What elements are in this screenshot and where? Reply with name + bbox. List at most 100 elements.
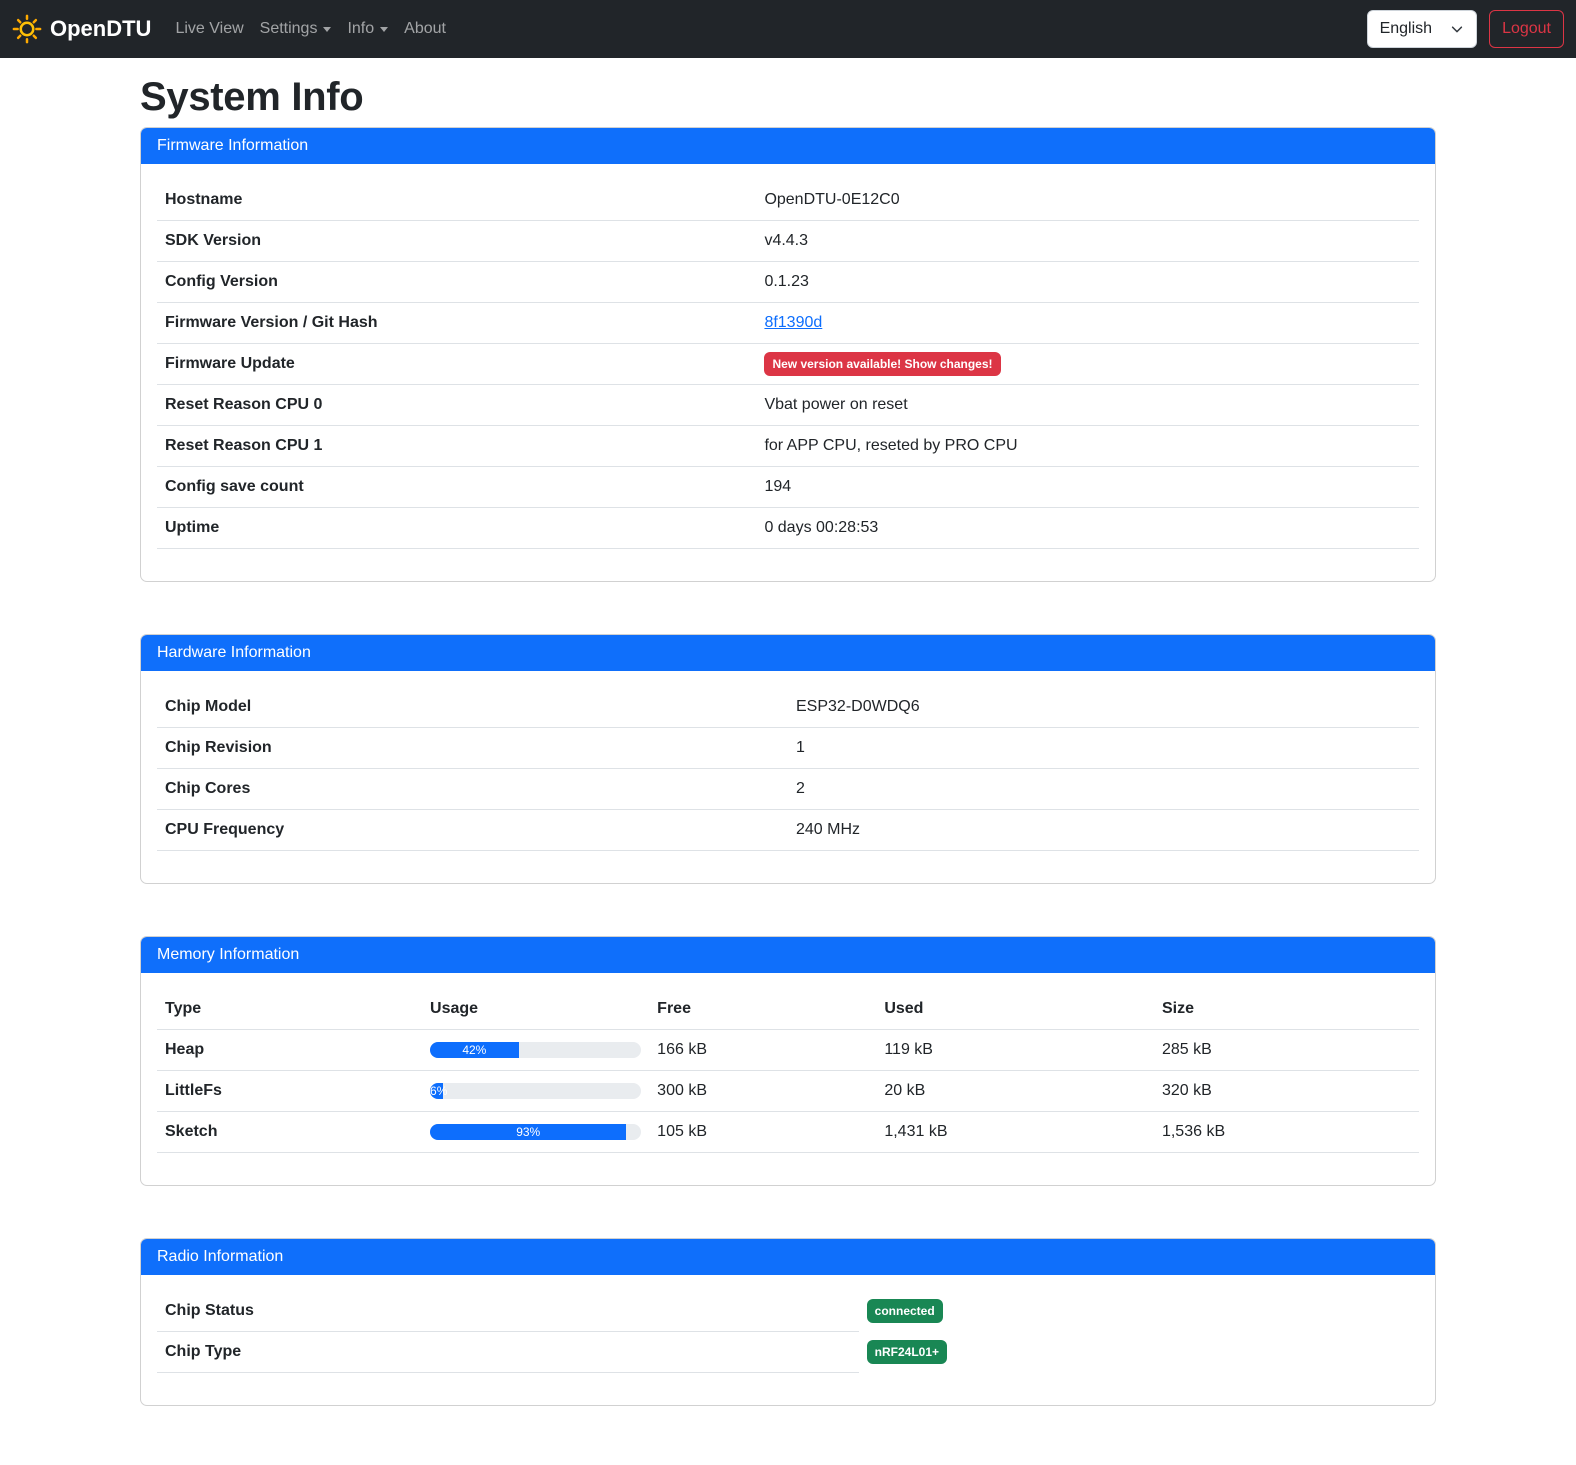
firmware-information-card: Firmware Information Hostname OpenDTU-0E… — [140, 127, 1436, 582]
row-label: Heap — [157, 1029, 423, 1071]
firmware-table: Hostname OpenDTU-0E12C0 SDK Version v4.4… — [157, 180, 1419, 549]
radio-card-header: Radio Information — [141, 1239, 1435, 1275]
nav-item-info[interactable]: Info — [339, 12, 396, 46]
brand-link[interactable]: OpenDTU — [12, 14, 151, 44]
memory-information-card: Memory Information Type Usage Free Used … — [140, 936, 1436, 1186]
row-value: 2 — [788, 768, 1419, 810]
row-value: 8f1390d — [756, 302, 1419, 344]
usage-cell: 42% — [422, 1029, 650, 1071]
row-value: New version available! Show changes! — [756, 343, 1419, 385]
hardware-card-header: Hardware Information — [141, 635, 1435, 671]
row-label: Reset Reason CPU 1 — [157, 425, 757, 467]
row-value: 0.1.23 — [756, 261, 1419, 303]
table-row: Chip Status connected — [157, 1291, 1419, 1332]
firmware-update-badge[interactable]: New version available! Show changes! — [764, 352, 1001, 376]
git-hash-link[interactable]: 8f1390d — [764, 314, 823, 331]
page-title: System Info — [140, 75, 364, 119]
row-value: 1 — [788, 727, 1419, 769]
table-row: Firmware Version / Git Hash 8f1390d — [157, 302, 1419, 344]
table-row: Chip Cores 2 — [157, 768, 1419, 810]
row-value: connected — [859, 1291, 1419, 1332]
heap-usage-progress: 42% — [430, 1042, 642, 1058]
nav-item-live-view[interactable]: Live View — [175, 20, 244, 37]
column-header: Free — [649, 989, 877, 1030]
table-row: Uptime 0 days 00:28:53 — [157, 507, 1419, 549]
row-value: OpenDTU-0E12C0 — [756, 180, 1419, 221]
row-label: Config Version — [157, 261, 757, 303]
column-header: Type — [157, 989, 423, 1030]
table-row: Firmware Update New version available! S… — [157, 343, 1419, 385]
table-row: LittleFs 6% 300 kB 20 kB 320 kB — [157, 1070, 1419, 1112]
row-value: ESP32-D0WDQ6 — [788, 687, 1419, 728]
used-cell: 119 kB — [876, 1029, 1154, 1071]
hardware-information-card: Hardware Information Chip Model ESP32-D0… — [140, 634, 1436, 884]
free-cell: 166 kB — [649, 1029, 877, 1071]
table-row: Chip Model ESP32-D0WDQ6 — [157, 687, 1419, 728]
firmware-card-header: Firmware Information — [141, 128, 1435, 164]
littlefs-usage-progress: 6% — [430, 1083, 642, 1099]
free-cell: 105 kB — [649, 1111, 877, 1153]
main-content: System Info Firmware Information Hostnam… — [128, 75, 1448, 1406]
row-label: Chip Type — [157, 1331, 859, 1373]
column-header: Used — [876, 989, 1154, 1030]
size-cell: 320 kB — [1153, 1070, 1419, 1112]
nav-item-about[interactable]: About — [404, 20, 446, 37]
row-value: nRF24L01+ — [859, 1332, 1419, 1373]
usage-cell: 93% — [422, 1111, 650, 1153]
table-row: Heap 42% 166 kB 119 kB 285 kB — [157, 1029, 1419, 1071]
chevron-down-icon — [1450, 22, 1464, 36]
free-cell: 300 kB — [649, 1070, 877, 1112]
row-value: for APP CPU, reseted by PRO CPU — [756, 425, 1419, 467]
row-label: Chip Status — [157, 1291, 859, 1332]
caret-down-icon — [380, 26, 389, 32]
row-label: Reset Reason CPU 0 — [157, 384, 757, 426]
row-label: SDK Version — [157, 220, 757, 262]
row-label: Firmware Update — [157, 343, 757, 385]
memory-card-header: Memory Information — [141, 937, 1435, 973]
row-label: Config save count — [157, 466, 757, 508]
progress-bar-fill: 6% — [430, 1083, 448, 1099]
table-row: Hostname OpenDTU-0E12C0 — [157, 180, 1419, 221]
nav-item-settings[interactable]: Settings — [252, 12, 340, 46]
radio-table: Chip Status connected Chip Type nRF24L01… — [157, 1291, 1419, 1373]
caret-down-icon — [323, 26, 332, 32]
row-label: Sketch — [157, 1111, 423, 1153]
table-row: SDK Version v4.4.3 — [157, 220, 1419, 262]
memory-table: Type Usage Free Used Size Heap 42% — [157, 989, 1419, 1153]
brand-label: OpenDTU — [50, 16, 152, 41]
row-label: Hostname — [157, 180, 757, 221]
sketch-usage-progress: 93% — [430, 1124, 642, 1140]
row-label: CPU Frequency — [157, 809, 788, 851]
sun-icon — [12, 14, 42, 44]
table-row: CPU Frequency 240 MHz — [157, 809, 1419, 851]
table-row: Chip Type nRF24L01+ — [157, 1331, 1419, 1373]
progress-bar-fill: 93% — [430, 1124, 627, 1140]
column-header: Usage — [422, 989, 650, 1030]
language-select[interactable]: English — [1366, 10, 1478, 48]
size-cell: 1,536 kB — [1153, 1111, 1419, 1153]
language-select-value: English — [1379, 20, 1433, 37]
column-header: Size — [1153, 989, 1419, 1030]
row-label: LittleFs — [157, 1070, 423, 1112]
row-label: Chip Cores — [157, 768, 788, 810]
table-header-row: Type Usage Free Used Size — [157, 989, 1419, 1030]
row-value: Vbat power on reset — [756, 384, 1419, 426]
row-label: Chip Revision — [157, 727, 788, 769]
size-cell: 285 kB — [1153, 1029, 1419, 1071]
row-label: Firmware Version / Git Hash — [157, 302, 757, 344]
table-row: Reset Reason CPU 1 for APP CPU, reseted … — [157, 425, 1419, 467]
row-value: v4.4.3 — [756, 220, 1419, 262]
table-row: Sketch 93% 105 kB 1,431 kB 1,536 kB — [157, 1111, 1419, 1153]
table-row: Config save count 194 — [157, 466, 1419, 508]
progress-bar-fill: 42% — [430, 1042, 519, 1058]
usage-cell: 6% — [422, 1070, 650, 1112]
logout-button[interactable]: Logout — [1489, 10, 1564, 48]
table-row: Reset Reason CPU 0 Vbat power on reset — [157, 384, 1419, 426]
chip-type-badge: nRF24L01+ — [866, 1340, 948, 1364]
row-label: Uptime — [157, 507, 757, 549]
row-value: 0 days 00:28:53 — [756, 507, 1419, 549]
table-row: Chip Revision 1 — [157, 727, 1419, 769]
used-cell: 1,431 kB — [876, 1111, 1154, 1153]
hardware-table: Chip Model ESP32-D0WDQ6 Chip Revision 1 … — [157, 687, 1419, 851]
chip-status-badge: connected — [866, 1299, 943, 1324]
